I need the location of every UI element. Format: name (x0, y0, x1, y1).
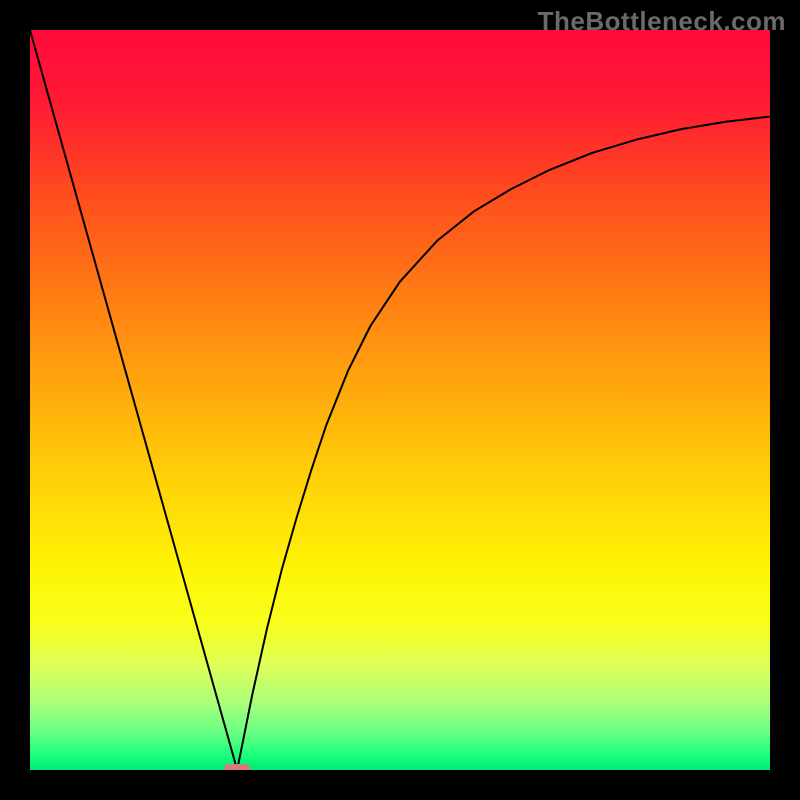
chart-frame: TheBottleneck.com (0, 0, 800, 800)
plot-background (30, 30, 770, 770)
plot-svg (30, 30, 770, 770)
optimal-point-marker (224, 764, 250, 770)
bottleneck-plot (30, 30, 770, 770)
